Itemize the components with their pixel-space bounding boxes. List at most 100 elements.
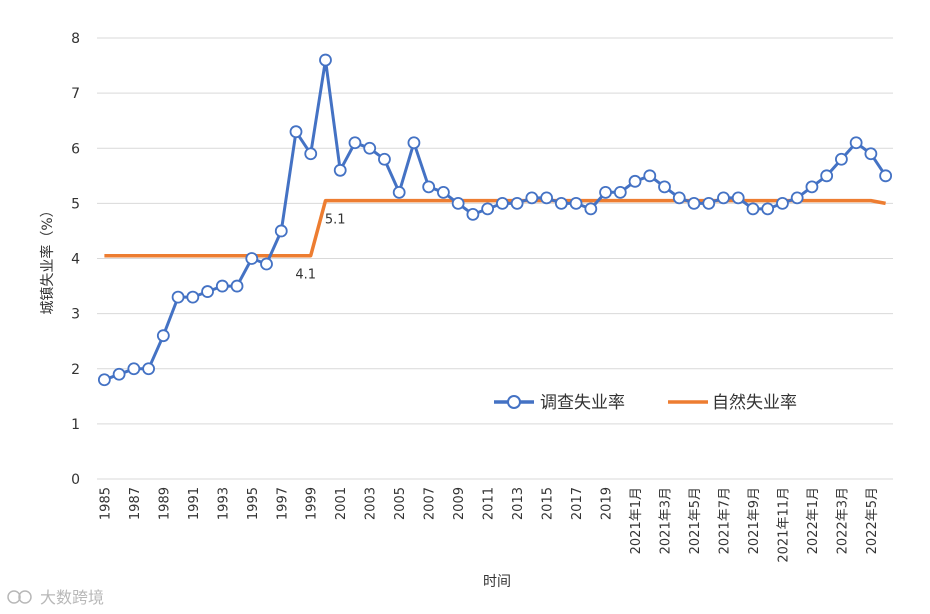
data-point-survey bbox=[746, 202, 760, 216]
legend-natural-label: 自然失业率 bbox=[712, 393, 797, 413]
y-tick-label: 4 bbox=[71, 252, 80, 268]
x-tick-label: 2021年1月 bbox=[629, 487, 644, 554]
x-tick-label: 2019 bbox=[600, 487, 615, 520]
data-point-survey bbox=[422, 180, 436, 194]
x-tick-label: 2022年3月 bbox=[835, 487, 850, 554]
x-tick-label: 1993 bbox=[216, 487, 231, 520]
x-tick-label: 2001 bbox=[334, 487, 349, 520]
data-point-survey bbox=[835, 152, 848, 166]
x-tick-label: 1995 bbox=[246, 487, 261, 520]
legend-survey-label: 调查失业率 bbox=[540, 393, 625, 413]
y-axis-title: 城镇失业率（%） bbox=[39, 203, 56, 314]
x-tick-label: 1985 bbox=[98, 487, 113, 520]
annotation-label: 4.1 bbox=[295, 268, 316, 283]
data-point-survey bbox=[702, 196, 716, 210]
data-point-survey bbox=[879, 169, 893, 183]
x-tick-label: 1999 bbox=[305, 487, 320, 520]
data-point-survey bbox=[333, 163, 347, 177]
data-point-survey bbox=[761, 202, 775, 216]
data-point-survey bbox=[481, 202, 495, 216]
x-tick-label: 2022年1月 bbox=[806, 487, 821, 554]
y-tick-label: 5 bbox=[71, 196, 80, 212]
data-point-survey bbox=[687, 196, 701, 210]
annotation-label: 5.1 bbox=[325, 213, 346, 228]
gridlines bbox=[97, 37, 893, 480]
data-point-survey bbox=[466, 207, 480, 221]
x-tick-label: 2021年3月 bbox=[659, 487, 674, 554]
x-tick-label: 2015 bbox=[541, 487, 556, 520]
data-point-survey bbox=[127, 362, 141, 376]
data-point-survey bbox=[245, 252, 259, 265]
y-tick-label: 1 bbox=[71, 417, 80, 433]
data-point-survey bbox=[658, 180, 671, 194]
data-point-survey bbox=[260, 257, 273, 271]
y-tick-label: 8 bbox=[71, 31, 80, 47]
series-line-natural bbox=[104, 198, 886, 258]
data-point-survey bbox=[319, 53, 332, 67]
x-tick-label: 2013 bbox=[511, 487, 526, 520]
data-point-survey bbox=[790, 191, 804, 205]
watermark-text: 大数跨境 bbox=[40, 588, 104, 607]
legend-item-survey: 调查失业率 bbox=[494, 393, 625, 413]
y-tick-label: 6 bbox=[71, 141, 80, 157]
data-point-survey bbox=[849, 136, 863, 150]
data-point-survey bbox=[274, 224, 288, 238]
data-point-survey bbox=[230, 279, 244, 293]
y-axis-ticks: 0 1 2 3 4 5 6 7 8 bbox=[71, 31, 80, 488]
x-tick-label: 1991 bbox=[187, 487, 202, 520]
data-point-survey bbox=[407, 136, 421, 150]
data-point-survey bbox=[613, 185, 627, 199]
y-tick-label: 3 bbox=[71, 307, 80, 323]
data-point-survey bbox=[451, 196, 465, 210]
data-point-survey bbox=[525, 191, 539, 205]
data-point-survey bbox=[392, 185, 406, 199]
watermark: 大数跨境 bbox=[7, 588, 104, 607]
data-point-survey bbox=[805, 180, 819, 194]
data-point-survey bbox=[142, 362, 155, 376]
data-point-survey bbox=[628, 174, 642, 188]
data-point-survey bbox=[495, 196, 509, 210]
x-axis-ticks: 1985 1987 1989 1991 1993 1995 1997 1999 2001 2003… bbox=[98, 487, 880, 563]
x-tick-label: 1997 bbox=[275, 487, 290, 520]
data-point-survey bbox=[378, 152, 391, 166]
data-point-survey bbox=[717, 191, 730, 205]
data-point-survey bbox=[584, 202, 598, 216]
x-tick-label: 2011 bbox=[482, 487, 497, 520]
watermark-logo-icon bbox=[7, 590, 32, 604]
x-tick-label: 2005 bbox=[393, 487, 408, 520]
data-point-survey bbox=[201, 285, 214, 298]
data-point-survey bbox=[215, 279, 229, 293]
data-point-survey bbox=[156, 329, 170, 343]
series-line-survey bbox=[103, 58, 887, 382]
data-point-survey bbox=[510, 196, 524, 210]
data-point-survey bbox=[348, 136, 362, 150]
x-tick-label: 2021年9月 bbox=[747, 487, 762, 554]
data-point-survey bbox=[599, 185, 612, 199]
legend-survey-marker bbox=[507, 395, 521, 409]
y-tick-label: 2 bbox=[71, 362, 80, 378]
x-tick-label: 2022年5月 bbox=[865, 487, 880, 554]
legend-item-natural: 自然失业率 bbox=[668, 393, 797, 413]
data-point-survey bbox=[289, 125, 303, 139]
legend: 调查失业率 自然失业率 bbox=[494, 393, 797, 413]
x-tick-label: 2007 bbox=[423, 487, 438, 520]
x-tick-label: 2021年5月 bbox=[688, 487, 703, 554]
data-point-survey bbox=[304, 147, 318, 161]
y-tick-label: 0 bbox=[71, 472, 80, 488]
data-point-survey bbox=[569, 196, 583, 210]
data-point-survey bbox=[171, 290, 185, 304]
data-point-survey bbox=[186, 290, 200, 304]
data-point-survey bbox=[672, 191, 686, 205]
data-point-survey bbox=[864, 147, 878, 161]
x-tick-label: 1989 bbox=[157, 487, 172, 520]
data-point-survey bbox=[540, 191, 553, 205]
y-tick-label: 7 bbox=[71, 86, 80, 102]
data-point-survey bbox=[97, 373, 111, 387]
data-point-survey bbox=[437, 185, 450, 199]
data-point-survey bbox=[731, 191, 745, 205]
data-point-survey bbox=[554, 196, 568, 210]
x-tick-label: 2017 bbox=[570, 487, 585, 520]
series-layer bbox=[97, 53, 893, 387]
x-tick-label: 2021年11月 bbox=[776, 487, 791, 563]
